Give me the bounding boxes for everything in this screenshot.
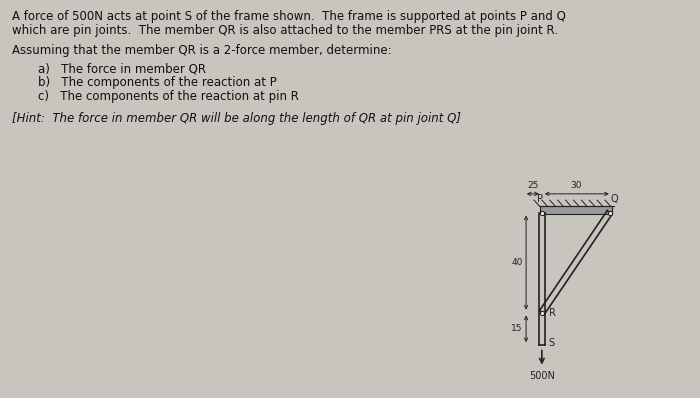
Text: a)   The force in member QR: a) The force in member QR xyxy=(38,62,206,75)
Text: which are pin joints.  The member QR is also attached to the member PRS at the p: which are pin joints. The member QR is a… xyxy=(12,24,558,37)
Text: Assuming that the member QR is a 2-force member, determine:: Assuming that the member QR is a 2-force… xyxy=(12,44,391,57)
Text: [Hint:  The force in member QR will be along the length of QR at pin joint Q]: [Hint: The force in member QR will be al… xyxy=(12,112,461,125)
Text: A force of 500N acts at point S of the frame shown.  The frame is supported at p: A force of 500N acts at point S of the f… xyxy=(12,10,566,23)
Text: c)   The components of the reaction at pin R: c) The components of the reaction at pin… xyxy=(38,90,299,103)
Text: 30: 30 xyxy=(570,181,582,190)
Text: 25: 25 xyxy=(527,181,538,190)
Bar xyxy=(540,206,612,214)
Text: R: R xyxy=(549,308,556,318)
Text: Q: Q xyxy=(610,194,618,204)
Text: b)   The components of the reaction at P: b) The components of the reaction at P xyxy=(38,76,276,89)
Text: S: S xyxy=(549,338,555,347)
Text: 500N: 500N xyxy=(529,371,555,381)
Text: 40: 40 xyxy=(511,258,523,267)
Text: 15: 15 xyxy=(511,324,523,333)
Text: P: P xyxy=(537,194,542,204)
